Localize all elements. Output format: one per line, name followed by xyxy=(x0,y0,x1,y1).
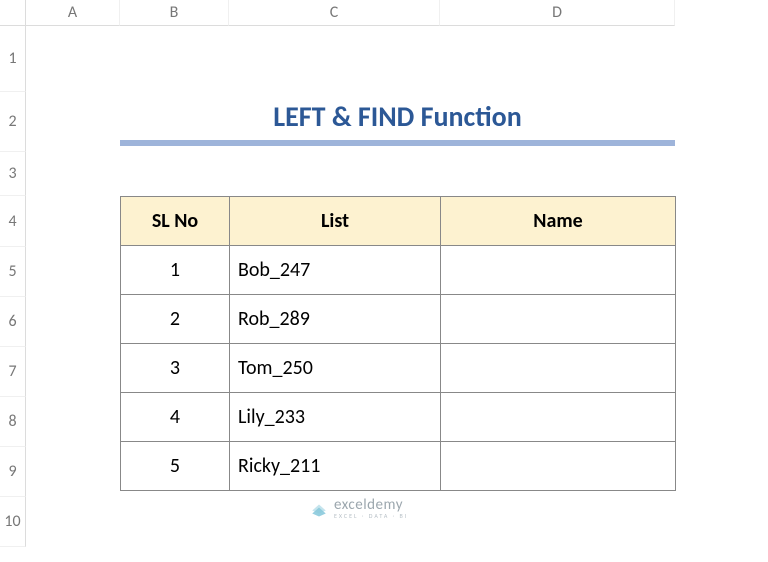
cell-sl[interactable]: 2 xyxy=(121,295,230,344)
row-header-1[interactable]: 1 xyxy=(0,26,26,92)
row-header-3[interactable]: 3 xyxy=(0,152,26,196)
watermark-text: exceldemy EXCEL · DATA · BI xyxy=(334,498,408,519)
row-header-7[interactable]: 7 xyxy=(0,347,26,397)
cell-list[interactable]: Rob_289 xyxy=(230,295,441,344)
cell-sl[interactable]: 4 xyxy=(121,393,230,442)
col-header-D[interactable]: D xyxy=(440,0,675,26)
cell-name[interactable] xyxy=(441,246,676,295)
header-slno[interactable]: SL No xyxy=(121,197,230,246)
cell-list[interactable]: Lily_233 xyxy=(230,393,441,442)
row-header-9[interactable]: 9 xyxy=(0,447,26,497)
header-name[interactable]: Name xyxy=(441,197,676,246)
watermark-tagline: EXCEL · DATA · BI xyxy=(334,513,408,519)
logo-icon xyxy=(310,500,328,518)
col-header-C[interactable]: C xyxy=(229,0,440,26)
cell-name[interactable] xyxy=(441,393,676,442)
col-header-A[interactable]: A xyxy=(26,0,120,26)
row-header-4[interactable]: 4 xyxy=(0,196,26,247)
spreadsheet-area: A B C D 1 2 3 4 5 6 7 8 9 10 LEFT & FIND… xyxy=(0,0,768,562)
watermark: exceldemy EXCEL · DATA · BI xyxy=(310,498,408,519)
table-row: 2 Rob_289 xyxy=(121,295,676,344)
cell-name[interactable] xyxy=(441,295,676,344)
data-table: SL No List Name 1 Bob_247 2 Rob_289 3 To… xyxy=(120,196,676,491)
row-header-6[interactable]: 6 xyxy=(0,297,26,347)
cell-sl[interactable]: 1 xyxy=(121,246,230,295)
watermark-brand: exceldemy xyxy=(334,498,408,513)
row-header-2[interactable]: 2 xyxy=(0,92,26,152)
table-row: 3 Tom_250 xyxy=(121,344,676,393)
table-row: 5 Ricky_211 xyxy=(121,442,676,491)
table-row: 1 Bob_247 xyxy=(121,246,676,295)
cell-list[interactable]: Bob_247 xyxy=(230,246,441,295)
cell-sl[interactable]: 3 xyxy=(121,344,230,393)
col-header-B[interactable]: B xyxy=(120,0,229,26)
cell-list[interactable]: Tom_250 xyxy=(230,344,441,393)
page-title[interactable]: LEFT & FIND Function xyxy=(120,92,675,146)
cell-sl[interactable]: 5 xyxy=(121,442,230,491)
cell-name[interactable] xyxy=(441,344,676,393)
row-header-8[interactable]: 8 xyxy=(0,397,26,447)
row-header-5[interactable]: 5 xyxy=(0,247,26,297)
row-header-10[interactable]: 10 xyxy=(0,497,26,547)
header-list[interactable]: List xyxy=(230,197,441,246)
table-header-row: SL No List Name xyxy=(121,197,676,246)
select-all-corner[interactable] xyxy=(0,0,26,26)
table-row: 4 Lily_233 xyxy=(121,393,676,442)
cell-name[interactable] xyxy=(441,442,676,491)
cell-list[interactable]: Ricky_211 xyxy=(230,442,441,491)
